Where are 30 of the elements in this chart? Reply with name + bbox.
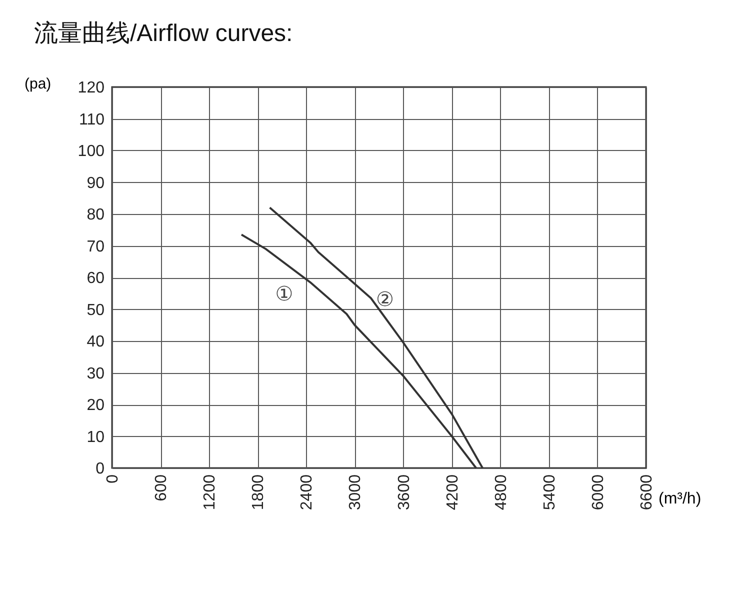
series-label: ① — [275, 283, 294, 306]
x-tick-label: 3000 — [347, 474, 364, 510]
x-tick-label: 4200 — [444, 474, 462, 510]
x-tick-label: 6600 — [638, 474, 656, 510]
x-tick-label: 3600 — [396, 474, 413, 510]
y-tick-label: 20 — [86, 397, 105, 414]
y-tick-label: 60 — [86, 270, 105, 287]
y-tick-label: 30 — [86, 365, 105, 382]
x-tick-label: 1200 — [202, 474, 219, 510]
y-tick-label: 50 — [86, 302, 105, 319]
series-label: ② — [376, 289, 394, 312]
y-tick-label: 40 — [86, 334, 105, 350]
x-tick-label: 2400 — [298, 474, 316, 510]
x-tick-label: 1800 — [250, 474, 268, 510]
x-axis-title: (m³/h) — [658, 490, 702, 508]
y-tick-label: 120 — [78, 80, 105, 96]
y-tick-label: 0 — [96, 460, 105, 478]
x-tick-label: 600 — [153, 474, 170, 502]
x-tick-label: 0 — [104, 474, 122, 484]
y-tick-label: 100 — [78, 143, 105, 160]
chart-title: 流量曲线/Airflow curves: — [34, 20, 293, 47]
y-tick-label: 90 — [86, 174, 105, 192]
x-tick-label: 5400 — [541, 474, 558, 510]
y-tick-label: 10 — [86, 428, 105, 446]
y-axis-title: (pa) — [24, 76, 52, 92]
y-tick-label: 110 — [78, 111, 105, 128]
y-tick-label: 70 — [86, 238, 105, 256]
y-tick-label: 80 — [86, 206, 105, 224]
x-tick-label: 4800 — [492, 474, 510, 510]
x-tick-label: 6000 — [590, 474, 607, 510]
